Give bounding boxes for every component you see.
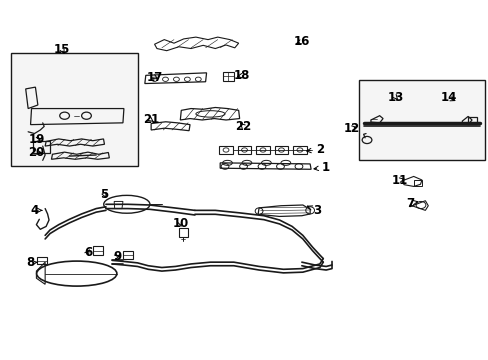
Text: 14: 14 <box>440 91 456 104</box>
Text: 21: 21 <box>142 113 159 126</box>
Text: 8: 8 <box>26 256 38 269</box>
Bar <box>37 257 46 264</box>
Text: 12: 12 <box>343 122 359 135</box>
Bar <box>179 228 187 237</box>
Bar <box>11 53 137 166</box>
Bar <box>122 251 132 258</box>
Text: 17: 17 <box>146 71 163 84</box>
Bar <box>93 246 102 255</box>
Text: 4: 4 <box>30 204 41 217</box>
Bar <box>467 117 476 124</box>
Text: 20: 20 <box>28 146 44 159</box>
Bar <box>237 146 251 154</box>
Text: 7: 7 <box>405 197 417 210</box>
Text: 10: 10 <box>172 217 188 230</box>
Text: 6: 6 <box>83 246 92 258</box>
Bar <box>413 180 422 186</box>
Text: 18: 18 <box>233 69 250 82</box>
Text: 5: 5 <box>100 188 108 201</box>
Text: 1: 1 <box>313 161 329 174</box>
Text: 22: 22 <box>235 120 251 133</box>
Bar <box>219 146 232 154</box>
Text: 15: 15 <box>54 43 70 56</box>
Bar <box>274 146 287 154</box>
Bar <box>358 80 484 160</box>
Bar <box>292 146 306 154</box>
Text: 16: 16 <box>293 35 309 48</box>
Text: 11: 11 <box>391 174 407 186</box>
Text: 2: 2 <box>306 143 323 156</box>
Text: 13: 13 <box>387 91 404 104</box>
Text: 9: 9 <box>113 250 121 263</box>
Text: 19: 19 <box>28 133 44 146</box>
Text: 3: 3 <box>307 204 321 217</box>
Bar <box>256 146 269 154</box>
